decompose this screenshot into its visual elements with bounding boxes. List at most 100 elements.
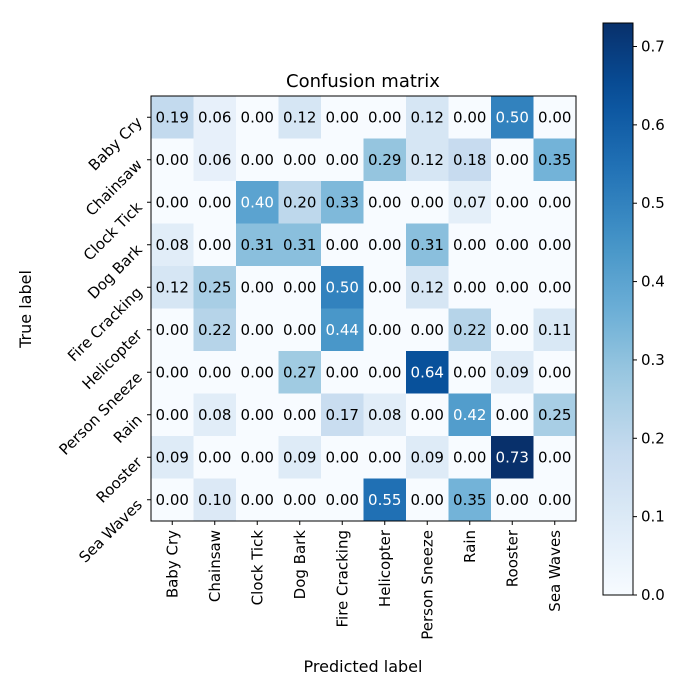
heatmap-cell xyxy=(363,181,407,224)
cell-value-label: 0.33 xyxy=(326,193,359,211)
heatmap-cell xyxy=(236,138,279,182)
heatmap-cell xyxy=(363,138,407,182)
cell-value-label: 0.50 xyxy=(496,108,529,126)
heatmap-cell xyxy=(448,351,492,394)
cell-value-label: 0.00 xyxy=(156,406,189,424)
cell-value-label: 0.00 xyxy=(368,363,401,381)
heatmap-cell xyxy=(533,181,577,224)
cell-value-label: 0.00 xyxy=(326,491,359,509)
colorbar-tick-label: 0.5 xyxy=(641,194,665,212)
cell-value-label: 0.00 xyxy=(283,151,316,169)
colorbar-tick-label: 0.1 xyxy=(641,508,665,526)
heatmap-cell xyxy=(363,266,407,309)
heatmap-cell xyxy=(533,393,577,437)
heatmap-cell xyxy=(406,266,449,309)
x-axis-label: Predicted label xyxy=(304,657,423,676)
colorbar-tick-label: 0.3 xyxy=(641,351,665,369)
cell-value-label: 0.19 xyxy=(156,108,189,126)
heatmap-cell xyxy=(193,393,237,437)
cell-value-label: 0.00 xyxy=(241,278,274,296)
cell-value-label: 0.22 xyxy=(453,321,486,339)
heatmap-cell xyxy=(151,96,194,139)
cell-value-label: 0.00 xyxy=(156,151,189,169)
heatmap-cell xyxy=(406,478,449,522)
cell-value-label: 0.00 xyxy=(496,236,529,254)
cell-value-label: 0.00 xyxy=(198,236,231,254)
heatmap-cell xyxy=(278,308,322,352)
heatmap-cell xyxy=(278,393,322,437)
heatmap-cell xyxy=(448,181,492,224)
cell-value-label: 0.22 xyxy=(198,321,231,339)
heatmap-cell xyxy=(363,393,407,437)
heatmap-cell xyxy=(193,223,237,267)
cell-value-label: 0.00 xyxy=(453,363,486,381)
heatmap-cell xyxy=(236,478,279,522)
cell-value-label: 0.00 xyxy=(411,193,444,211)
cell-value-label: 0.08 xyxy=(198,406,231,424)
heatmap-cell xyxy=(236,308,279,352)
heatmap-cell xyxy=(278,223,322,267)
heatmap-cell xyxy=(193,266,237,309)
heatmap-cell xyxy=(448,436,492,479)
heatmap-cell xyxy=(491,223,534,267)
heatmap-cell xyxy=(406,308,449,352)
cell-value-label: 0.40 xyxy=(241,193,274,211)
cell-value-label: 0.00 xyxy=(156,363,189,381)
heatmap-cell xyxy=(193,308,237,352)
cell-value-label: 0.27 xyxy=(283,363,316,381)
cell-value-label: 0.00 xyxy=(283,491,316,509)
heatmap-cell xyxy=(151,181,194,224)
cell-value-label: 0.12 xyxy=(411,151,444,169)
cell-value-label: 0.35 xyxy=(538,151,571,169)
x-tick-label: Helicopter xyxy=(376,529,394,607)
x-tick-label: Person Sneeze xyxy=(418,530,436,640)
cell-value-label: 0.00 xyxy=(538,491,571,509)
heatmap-cell xyxy=(321,351,364,394)
cell-value-label: 0.00 xyxy=(241,151,274,169)
cell-value-label: 0.00 xyxy=(241,108,274,126)
heatmap-cell xyxy=(406,223,449,267)
cell-value-label: 0.00 xyxy=(326,363,359,381)
cell-value-label: 0.44 xyxy=(326,321,359,339)
cell-value-label: 0.07 xyxy=(453,193,486,211)
cell-value-label: 0.31 xyxy=(411,236,444,254)
cell-value-label: 0.00 xyxy=(538,236,571,254)
cell-value-label: 0.31 xyxy=(241,236,274,254)
heatmap-cell xyxy=(151,308,194,352)
cell-value-label: 0.00 xyxy=(496,278,529,296)
heatmap-cell xyxy=(533,351,577,394)
heatmap-cell xyxy=(406,351,449,394)
cell-value-label: 0.12 xyxy=(411,108,444,126)
heatmap-cell xyxy=(533,223,577,267)
cell-value-label: 0.10 xyxy=(198,491,231,509)
cell-value-label: 0.00 xyxy=(538,448,571,466)
cell-value-label: 0.00 xyxy=(453,448,486,466)
heatmap-cell xyxy=(193,181,237,224)
cell-value-label: 0.00 xyxy=(283,321,316,339)
heatmap-cell-labels: 0.19 0.06 0.00 0.12 0.00 0.00 0.12 0.00 0.50 0.00… xyxy=(156,108,572,509)
heatmap-cell xyxy=(321,266,364,309)
heatmap-cell xyxy=(533,308,577,352)
heatmap-cell xyxy=(491,181,534,224)
heatmap-cell xyxy=(151,478,194,522)
cell-value-label: 0.00 xyxy=(283,406,316,424)
heatmap-cell xyxy=(236,266,279,309)
cell-value-label: 0.06 xyxy=(198,108,231,126)
colorbar-gradient xyxy=(602,22,634,596)
cell-value-label: 0.73 xyxy=(496,448,529,466)
heatmap-cell xyxy=(448,138,492,182)
cell-value-label: 0.00 xyxy=(368,448,401,466)
heatmap-cell xyxy=(236,96,279,139)
heatmap-cell xyxy=(406,393,449,437)
cell-value-label: 0.08 xyxy=(156,236,189,254)
cell-value-label: 0.42 xyxy=(453,406,486,424)
cell-value-label: 0.18 xyxy=(453,151,486,169)
y-tick-label: Sea Waves xyxy=(75,496,146,567)
heatmap-cells xyxy=(151,96,577,522)
heatmap-cell xyxy=(533,436,577,479)
heatmap-cell xyxy=(363,223,407,267)
heatmap-cell xyxy=(491,138,534,182)
heatmap-cell xyxy=(321,223,364,267)
